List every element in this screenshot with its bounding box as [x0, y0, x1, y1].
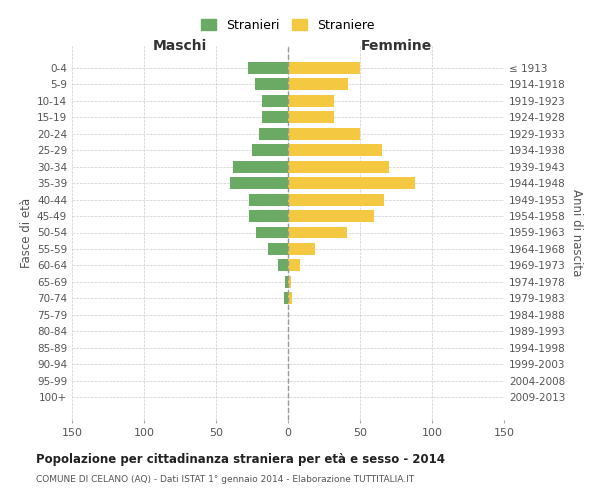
- Bar: [288, 78, 349, 90]
- Bar: [249, 210, 288, 222]
- Bar: [288, 95, 334, 107]
- Text: COMUNE DI CELANO (AQ) - Dati ISTAT 1° gennaio 2014 - Elaborazione TUTTITALIA.IT: COMUNE DI CELANO (AQ) - Dati ISTAT 1° ge…: [36, 475, 414, 484]
- Bar: [288, 161, 389, 172]
- Bar: [288, 194, 385, 205]
- Bar: [249, 194, 288, 205]
- Bar: [288, 260, 299, 272]
- Bar: [278, 260, 288, 272]
- Bar: [288, 144, 382, 156]
- Bar: [268, 243, 288, 255]
- Bar: [284, 292, 288, 304]
- Bar: [248, 62, 288, 74]
- Bar: [262, 95, 288, 107]
- Legend: Stranieri, Straniere: Stranieri, Straniere: [196, 14, 380, 36]
- Bar: [230, 177, 288, 189]
- Bar: [256, 226, 288, 238]
- Bar: [288, 112, 334, 124]
- Bar: [233, 161, 288, 172]
- Bar: [288, 128, 360, 140]
- Bar: [288, 177, 415, 189]
- Bar: [288, 243, 316, 255]
- Bar: [285, 276, 288, 288]
- Bar: [262, 112, 288, 124]
- Text: Popolazione per cittadinanza straniera per età e sesso - 2014: Popolazione per cittadinanza straniera p…: [36, 452, 445, 466]
- Bar: [259, 128, 288, 140]
- Text: Maschi: Maschi: [153, 39, 207, 53]
- Bar: [252, 144, 288, 156]
- Bar: [288, 292, 292, 304]
- Bar: [255, 78, 288, 90]
- Bar: [288, 62, 360, 74]
- Bar: [288, 210, 374, 222]
- Y-axis label: Anni di nascita: Anni di nascita: [570, 189, 583, 276]
- Bar: [288, 276, 291, 288]
- Y-axis label: Fasce di età: Fasce di età: [20, 198, 33, 268]
- Bar: [288, 226, 347, 238]
- Text: Femmine: Femmine: [361, 39, 431, 53]
